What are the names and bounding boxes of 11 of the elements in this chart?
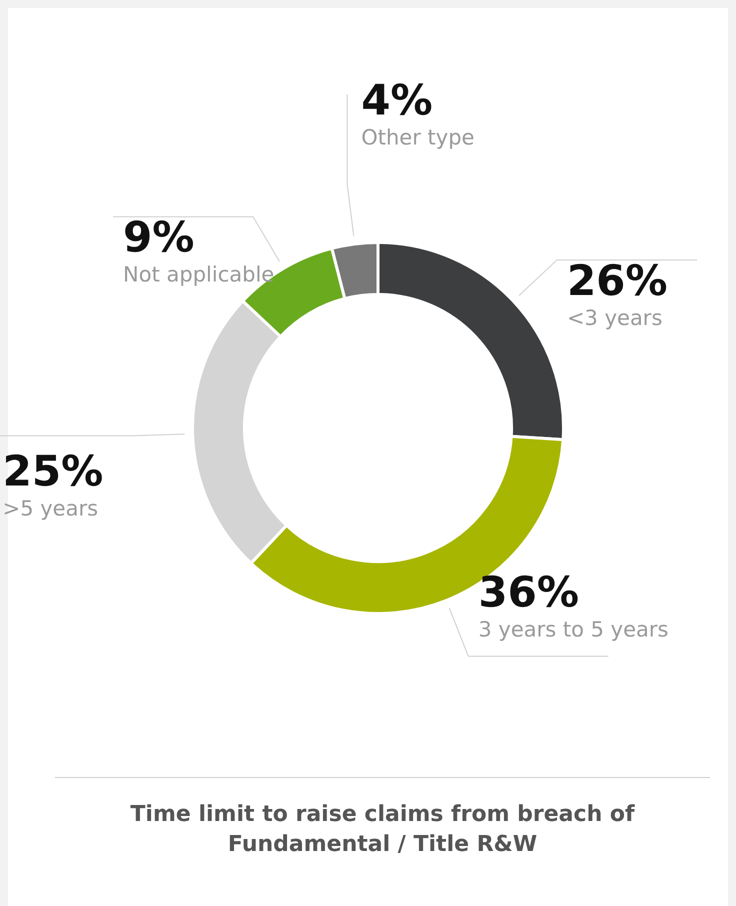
data-label: 25%	[2, 446, 104, 496]
data-label: 9%	[123, 212, 194, 262]
slice-label: Not applicable	[123, 262, 274, 287]
slice-label: >5 years	[2, 496, 98, 521]
data-label: 4%	[361, 75, 433, 124]
slice-label: Other type	[361, 125, 474, 150]
data-label: 26%	[566, 256, 668, 305]
slice-label: 3 years to 5 years	[478, 617, 668, 642]
text: Time limit to raise claims from breach of Fundamental / Title R&W	[129, 801, 636, 859]
slice-label: <3 years	[566, 306, 662, 330]
data-label: 36%	[478, 567, 579, 616]
